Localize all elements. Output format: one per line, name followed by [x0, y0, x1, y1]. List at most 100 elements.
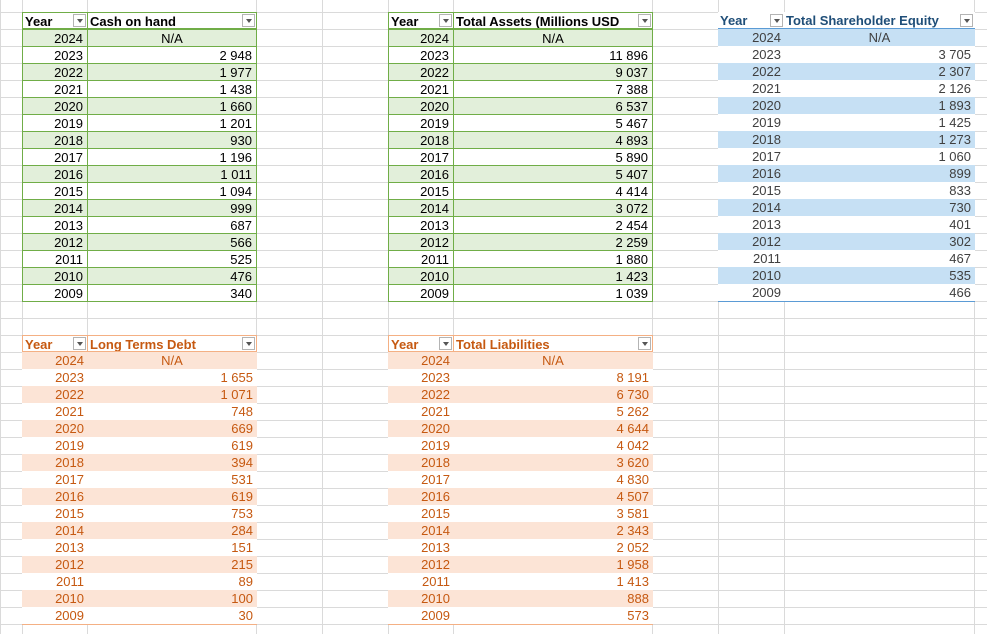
value-cell: N/A: [784, 29, 975, 47]
year-cell: 2011: [22, 250, 88, 268]
value-cell: 215: [87, 556, 257, 574]
value-cell: 730: [784, 199, 975, 217]
value-cell: 5 407: [453, 165, 653, 183]
value-cell: 5 467: [453, 114, 653, 132]
value-cell: 833: [784, 182, 975, 200]
table-bottom-border: [388, 624, 653, 625]
year-cell: 2022: [388, 386, 454, 404]
value-cell: N/A: [453, 29, 653, 47]
year-cell: 2024: [388, 352, 454, 370]
value-cell: 394: [87, 454, 257, 472]
filter-dropdown[interactable]: [242, 337, 255, 350]
value-cell: 888: [453, 590, 653, 608]
year-cell: 2013: [718, 216, 785, 234]
value-cell: 531: [87, 471, 257, 489]
year-cell: 2018: [388, 131, 454, 149]
year-cell: 2023: [22, 46, 88, 64]
value-cell: 4 414: [453, 182, 653, 200]
year-cell: 2021: [718, 80, 785, 98]
year-cell: 2013: [22, 539, 88, 557]
year-cell: 2014: [718, 199, 785, 217]
year-cell: 2023: [718, 46, 785, 64]
value-cell: 619: [87, 437, 257, 455]
year-cell: 2010: [718, 267, 785, 285]
year-cell: 2017: [718, 148, 785, 166]
year-cell: 2022: [388, 63, 454, 81]
year-cell: 2015: [388, 182, 454, 200]
value-cell: 1 273: [784, 131, 975, 149]
year-cell: 2011: [388, 250, 454, 268]
year-cell: 2023: [388, 46, 454, 64]
filter-dropdown[interactable]: [960, 14, 973, 27]
value-cell: 302: [784, 233, 975, 251]
filter-dropdown[interactable]: [439, 337, 452, 350]
year-cell: 2011: [388, 573, 454, 591]
year-cell: 2010: [22, 267, 88, 285]
value-cell: 1 660: [87, 97, 257, 115]
value-cell: 1 423: [453, 267, 653, 285]
value-cell: 1 413: [453, 573, 653, 591]
value-cell: 566: [87, 233, 257, 251]
year-cell: 2016: [388, 488, 454, 506]
year-cell: 2012: [388, 233, 454, 251]
year-cell: 2021: [22, 403, 88, 421]
value-cell: 401: [784, 216, 975, 234]
filter-dropdown[interactable]: [73, 14, 86, 27]
value-cell: 4 893: [453, 131, 653, 149]
value-cell: 466: [784, 284, 975, 302]
value-cell: 3 620: [453, 454, 653, 472]
year-cell: 2019: [718, 114, 785, 132]
column-header: Year: [388, 12, 454, 29]
filter-dropdown[interactable]: [73, 337, 86, 350]
value-cell: 1 011: [87, 165, 257, 183]
year-cell: 2020: [22, 420, 88, 438]
value-cell: 1 977: [87, 63, 257, 81]
year-cell: 2010: [388, 590, 454, 608]
year-cell: 2023: [22, 369, 88, 387]
table-bottom-border: [718, 301, 975, 302]
year-cell: 2009: [388, 284, 454, 302]
year-cell: 2022: [22, 63, 88, 81]
year-cell: 2015: [388, 505, 454, 523]
filter-dropdown[interactable]: [638, 14, 651, 27]
value-cell: 1 893: [784, 97, 975, 115]
year-cell: 2009: [22, 607, 88, 625]
value-cell: 1 039: [453, 284, 653, 302]
column-header: Long Terms Debt: [87, 335, 257, 352]
year-cell: 2010: [22, 590, 88, 608]
year-cell: 2011: [22, 573, 88, 591]
value-cell: N/A: [87, 29, 257, 47]
year-cell: 2019: [22, 114, 88, 132]
year-cell: 2009: [388, 607, 454, 625]
value-cell: 7 388: [453, 80, 653, 98]
grid-column-line: [718, 0, 719, 634]
value-cell: 1 958: [453, 556, 653, 574]
value-cell: 2 307: [784, 63, 975, 81]
filter-dropdown[interactable]: [242, 14, 255, 27]
value-cell: 4 507: [453, 488, 653, 506]
value-cell: 1 425: [784, 114, 975, 132]
filter-dropdown[interactable]: [638, 337, 651, 350]
year-cell: 2009: [22, 284, 88, 302]
grid-column-line: [87, 0, 88, 634]
value-cell: 2 343: [453, 522, 653, 540]
filter-dropdown[interactable]: [770, 14, 783, 27]
value-cell: 30: [87, 607, 257, 625]
grid-column-line: [652, 0, 653, 634]
filter-dropdown[interactable]: [439, 14, 452, 27]
year-cell: 2010: [388, 267, 454, 285]
grid-column-line: [453, 0, 454, 634]
value-cell: 3 581: [453, 505, 653, 523]
year-cell: 2022: [718, 63, 785, 81]
year-cell: 2017: [388, 148, 454, 166]
value-cell: 2 948: [87, 46, 257, 64]
value-cell: 1 060: [784, 148, 975, 166]
value-cell: 5 890: [453, 148, 653, 166]
value-cell: 1 071: [87, 386, 257, 404]
value-cell: 3 072: [453, 199, 653, 217]
year-cell: 2020: [718, 97, 785, 115]
value-cell: 753: [87, 505, 257, 523]
year-cell: 2012: [388, 556, 454, 574]
value-cell: 573: [453, 607, 653, 625]
